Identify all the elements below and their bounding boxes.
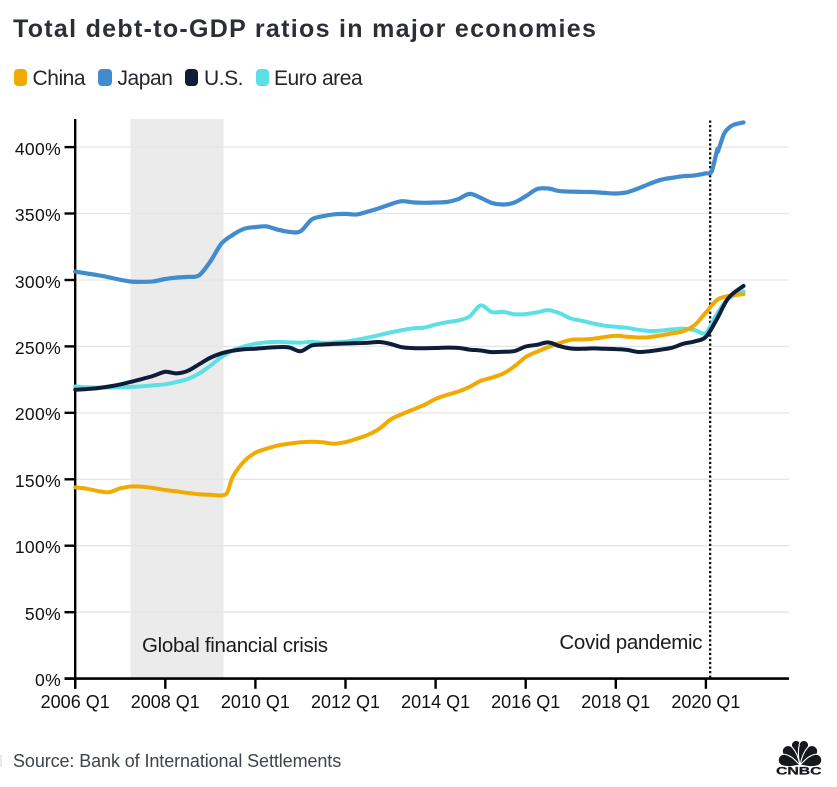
svg-text:CNBC: CNBC [776, 765, 822, 777]
